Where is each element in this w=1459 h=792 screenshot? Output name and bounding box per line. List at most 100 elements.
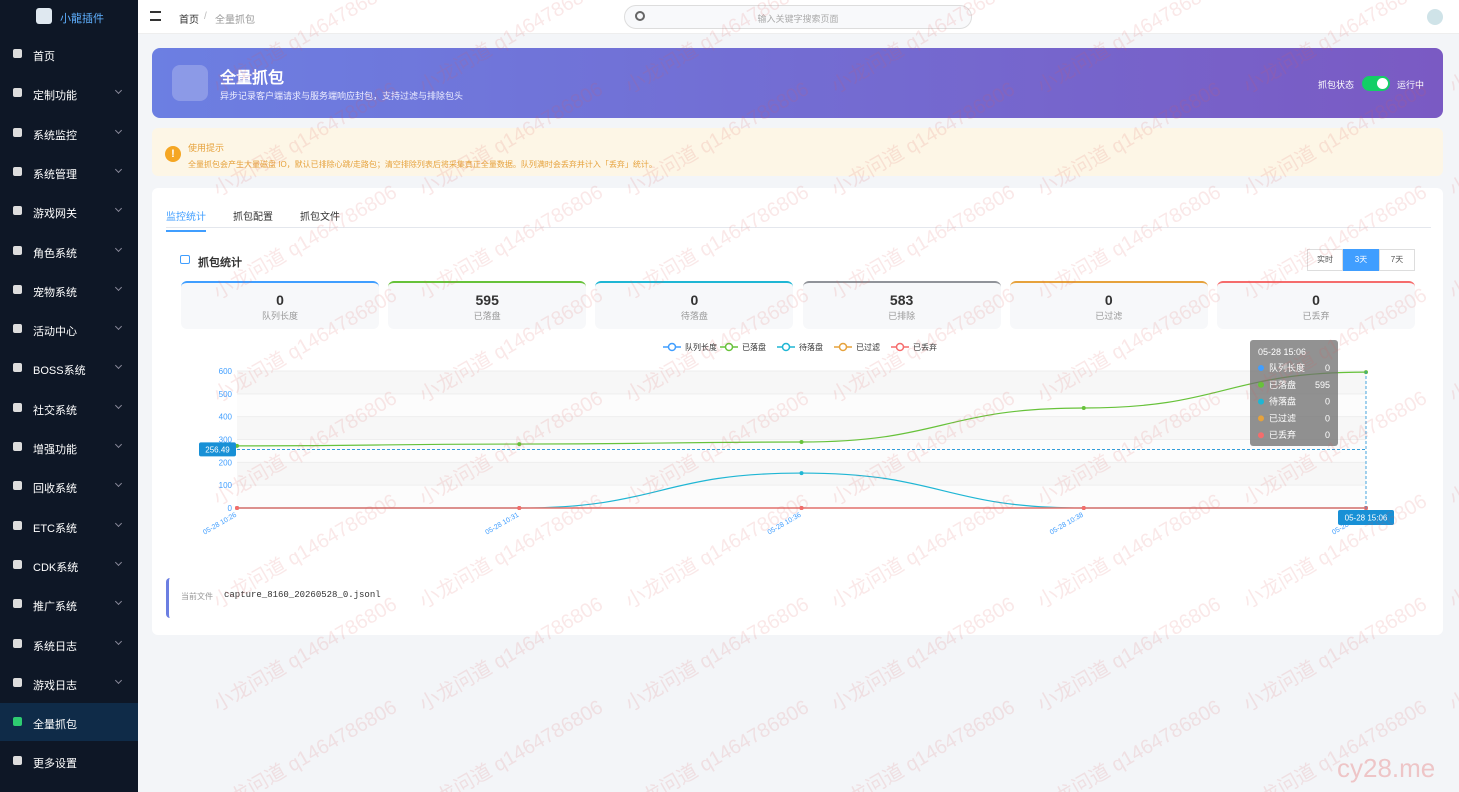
menu-item[interactable]: 游戏日志 [0, 664, 138, 702]
search-icon [635, 11, 645, 21]
top-bar: 首页 / 全量抓包 输入关键字搜索页面 [138, 0, 1459, 34]
y-tick-label: 0 [228, 504, 233, 513]
tooltip-value: 0 [1325, 413, 1330, 423]
stat-card: 583 已排除 [802, 281, 1001, 329]
stat-card: 0 已过滤 [1009, 281, 1208, 329]
watermark: 小龙问道 q1464786806 [1445, 387, 1459, 511]
menu-toggle[interactable] [150, 11, 161, 21]
watermark: 小龙问道 q1464786806 [1445, 593, 1459, 717]
menu-item[interactable]: 更多设置 [0, 742, 138, 780]
menu-chevron [114, 440, 123, 449]
tooltip-value: 0 [1325, 430, 1330, 440]
y-tick-label: 100 [219, 481, 233, 490]
grid-band [237, 393, 1366, 417]
pointer-y-badge [199, 442, 236, 457]
menu-chevron [114, 519, 123, 527]
menu-chevron [114, 244, 123, 252]
status-text: 运行中 [1397, 80, 1425, 90]
menu-label: BOSS系统 [33, 365, 86, 378]
menu-item[interactable]: 回收系统 [0, 467, 138, 505]
menu-icon [13, 127, 22, 137]
grid-band [237, 371, 1366, 394]
avatar[interactable] [1427, 9, 1443, 25]
file-label: 当前文件 [181, 592, 213, 601]
menu-item[interactable]: 定制功能 [0, 74, 138, 112]
breadcrumb-home[interactable]: 首页 [179, 15, 199, 26]
stat-value: 583 [889, 292, 914, 308]
tab[interactable]: 抓包文件 [300, 212, 340, 223]
point [235, 506, 239, 510]
breadcrumb-current: 全量抓包 [215, 15, 255, 26]
menu-icon [13, 559, 22, 569]
menu-label: 系统监控 [33, 129, 77, 142]
menu-item[interactable]: CDK系统 [0, 546, 138, 584]
menu-chevron [114, 126, 123, 134]
menu-label: 首页 [33, 51, 55, 63]
tooltip-value: 595 [1315, 380, 1330, 390]
tooltip-box [1250, 340, 1338, 446]
tooltip-name: 已落盘 [1269, 379, 1296, 390]
breadcrumb-sep: / [204, 11, 207, 22]
menu-icon [13, 284, 22, 294]
menu-label: 回收系统 [33, 483, 77, 496]
y-tick-label: 500 [219, 390, 233, 399]
menu-item[interactable]: ETC系统 [0, 507, 138, 545]
range-button[interactable]: 实时 [1307, 249, 1343, 271]
grid-band [237, 485, 1366, 508]
range-button[interactable]: 7天 [1379, 249, 1415, 271]
watermark: 小龙问道 q1464786806 [1445, 284, 1459, 408]
menu-item[interactable]: 游戏网关 [0, 192, 138, 230]
legend-marker [724, 342, 734, 352]
menu-item[interactable]: 系统监控 [0, 114, 138, 152]
x-tick-label: 05-28 10:36 [767, 512, 803, 537]
menu-chevron [114, 637, 123, 645]
point [799, 471, 804, 476]
search-box[interactable]: 输入关键字搜索页面 [624, 5, 972, 29]
menu-label: 全量抓包 [33, 719, 77, 732]
menu-chevron [114, 598, 123, 606]
range-button[interactable]: 3天 [1343, 249, 1379, 271]
menu-icon [13, 638, 22, 648]
point [799, 440, 804, 445]
menu-label: 定制功能 [33, 90, 77, 103]
watermark: 小龙问道 q1464786806 [1445, 78, 1459, 202]
menu-icon [13, 481, 22, 491]
stat-card: 595 已落盘 [388, 281, 587, 329]
watermark: 小龙问道 q1464786806 [209, 696, 401, 792]
stat-value: 0 [690, 292, 699, 308]
legend-marker [838, 342, 848, 352]
stat-card: 0 待落盘 [595, 281, 794, 329]
grid-band [237, 416, 1366, 440]
menu-chevron [114, 362, 123, 370]
menu-label: 游戏日志 [33, 679, 77, 692]
banner: 全量抓包 异步记录客户端请求与服务端响应封包，支持过滤与排除包头 抓包状态 运行… [152, 48, 1443, 118]
menu-label: 社交系统 [33, 404, 77, 417]
menu-icon [13, 599, 22, 609]
menu-item[interactable]: BOSS系统 [0, 349, 138, 387]
tip-text: 全量抓包会产生大量磁盘 IO，默认已排除心跳/走路包；清空排除列表后将采集真正全… [188, 160, 657, 169]
menu-item[interactable]: 活动中心 [0, 310, 138, 348]
watermark: 小龙问道 q1464786806 [1445, 181, 1459, 305]
stat-label: 已过滤 [1095, 311, 1123, 321]
menu-label: 活动中心 [33, 326, 77, 339]
tooltip-dot [1258, 398, 1264, 405]
tab[interactable]: 监控统计 [166, 208, 206, 232]
menu-item[interactable]: 全量抓包 [0, 703, 138, 742]
x-tick-label: 05-28 10:26 [202, 512, 238, 537]
status-switch[interactable] [1362, 76, 1390, 91]
tab[interactable]: 抓包配置 [233, 212, 273, 223]
menu-item[interactable]: 首页 [0, 35, 138, 73]
tooltip-title: 05-28 15:06 [1258, 347, 1306, 357]
pointer-x-badge [1338, 510, 1394, 525]
tooltip-name: 已过滤 [1269, 412, 1296, 423]
menu-item[interactable]: 宠物系统 [0, 271, 138, 309]
menu-item[interactable]: 推广系统 [0, 585, 138, 623]
menu-icon [13, 206, 22, 216]
menu-item[interactable]: 增强功能 [0, 428, 138, 466]
menu-chevron [114, 283, 123, 291]
tip-title: 使用提示 [188, 143, 225, 153]
menu-item[interactable]: 系统管理 [0, 153, 138, 191]
menu-item[interactable]: 社交系统 [0, 389, 138, 427]
menu-item[interactable]: 系统日志 [0, 625, 138, 663]
menu-item[interactable]: 角色系统 [0, 232, 138, 270]
